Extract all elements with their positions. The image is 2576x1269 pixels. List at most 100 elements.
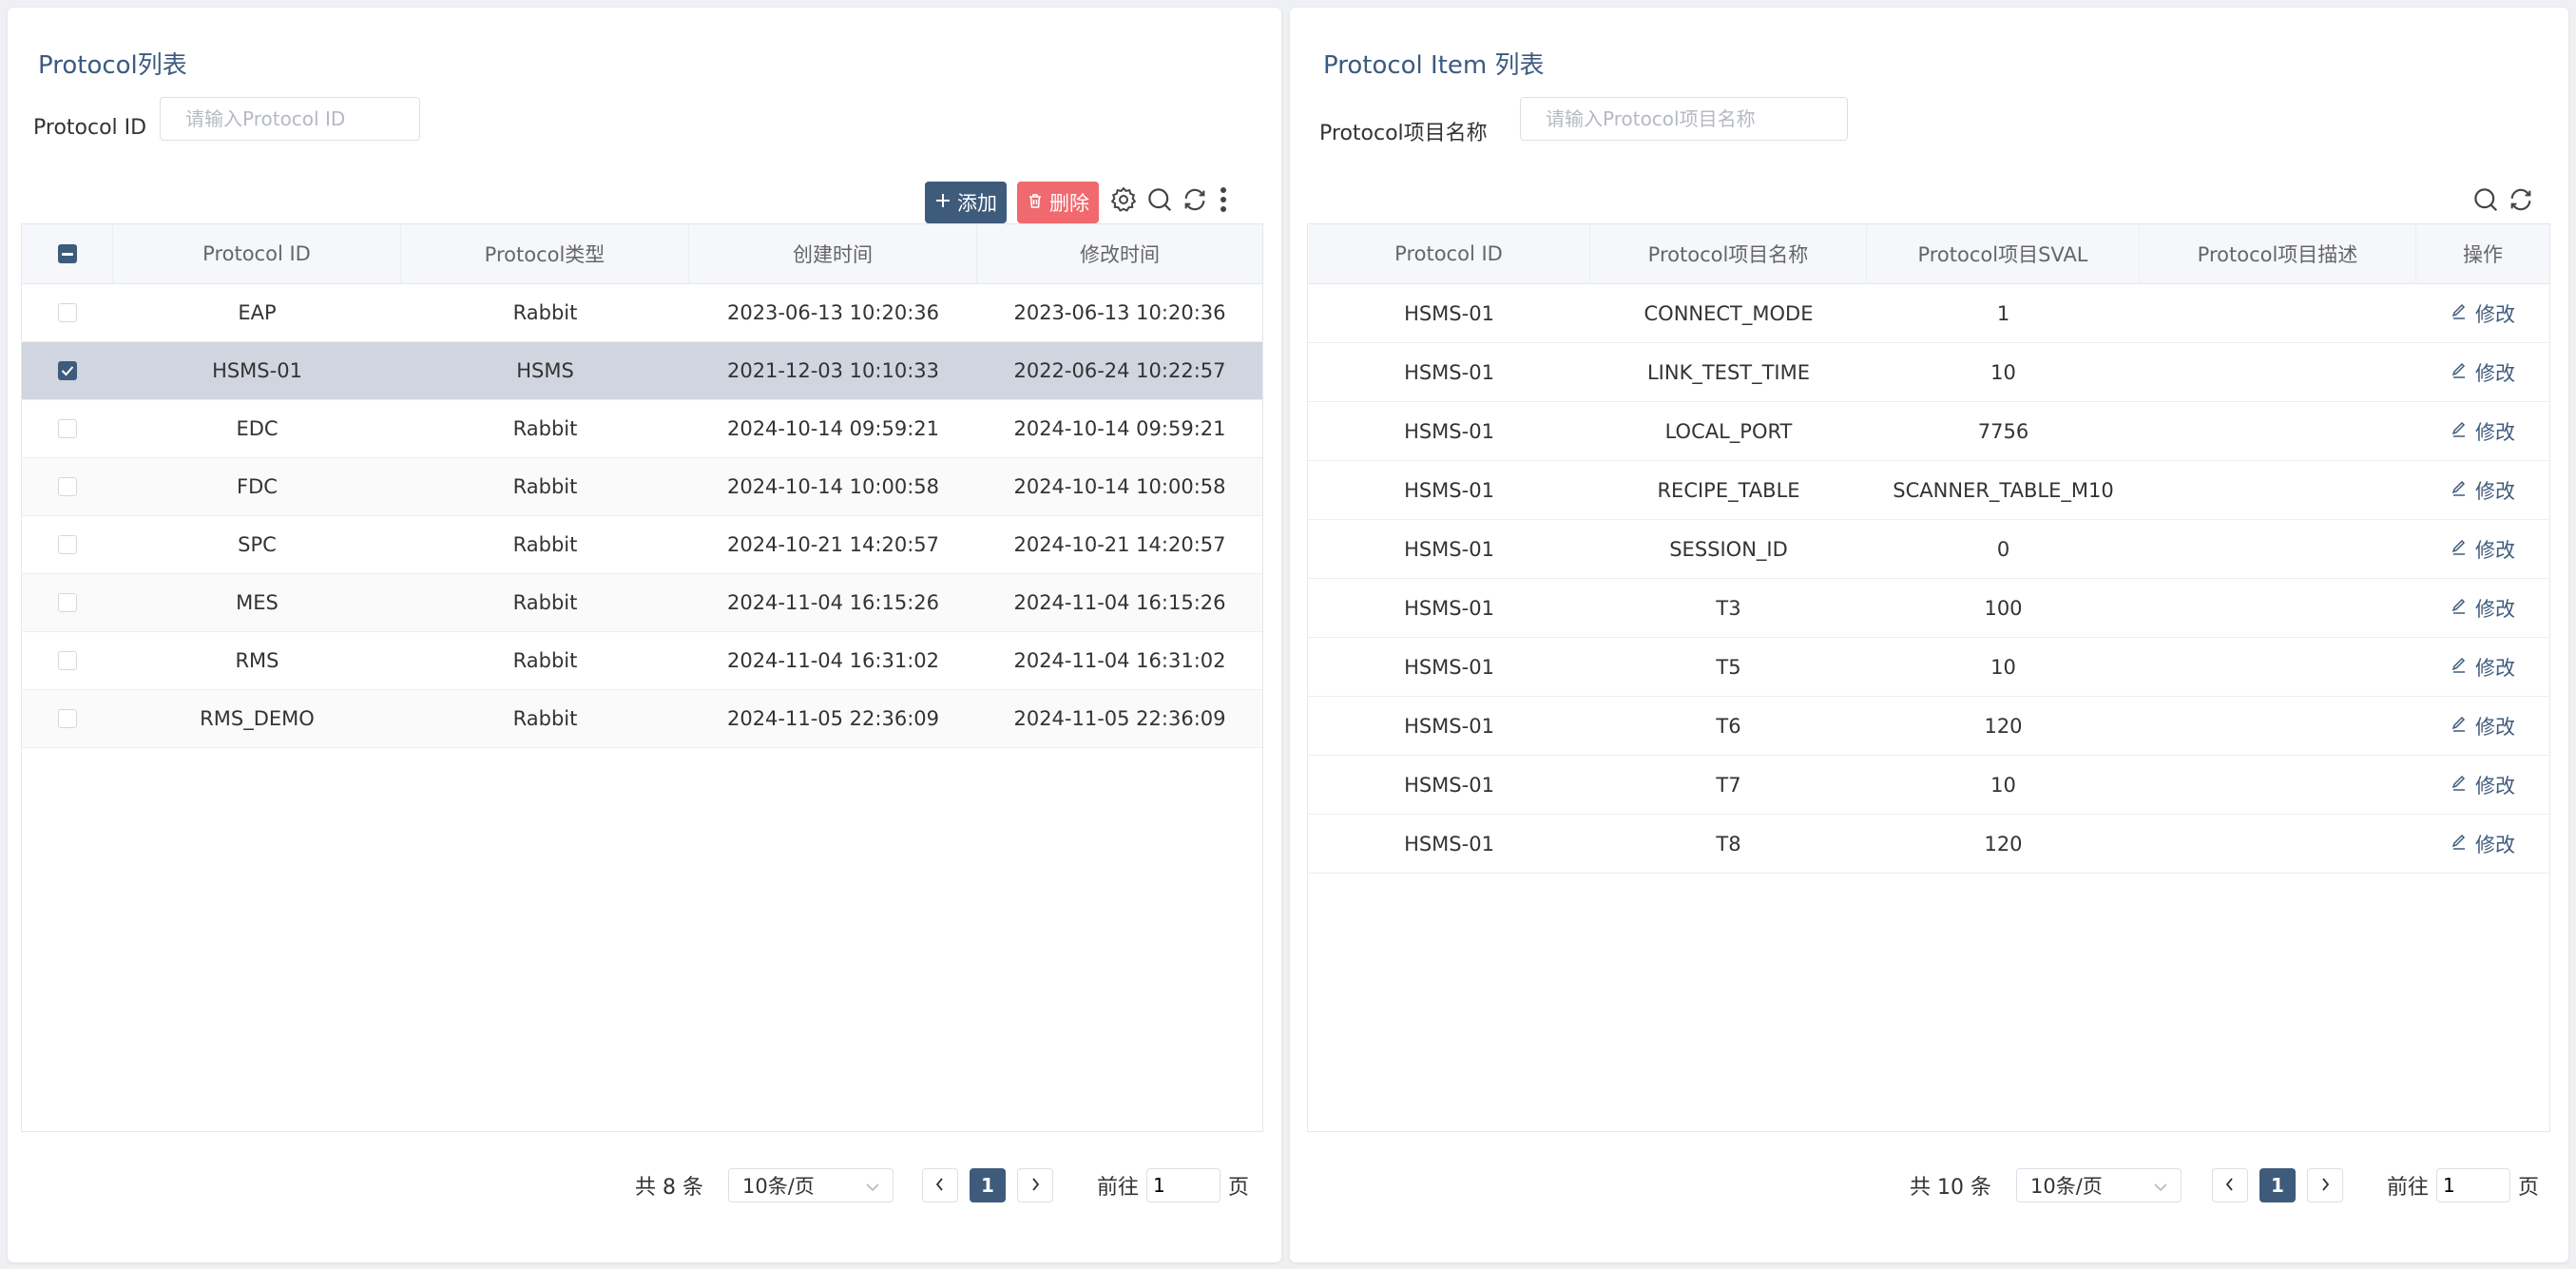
item-name-search-input[interactable]: [1520, 97, 1848, 141]
table-cell-action: 修改: [2416, 284, 2549, 342]
add-button[interactable]: 添加: [925, 182, 1007, 223]
edit-icon: [2451, 656, 2468, 679]
table-cell-id: EAP: [238, 301, 277, 324]
search-icon[interactable]: [1143, 183, 1177, 217]
row-checkbox[interactable]: [58, 535, 77, 554]
edit-link[interactable]: 修改: [2451, 476, 2515, 505]
table-row[interactable]: HSMS-01 HSMS 2021-12-03 10:10:33 2022-06-24…: [22, 342, 1262, 400]
row-checkbox-cell: [22, 400, 113, 457]
table-cell-created: 2024-11-05 22:36:09: [726, 707, 940, 730]
column-header[interactable]: Protocol项目名称: [1590, 224, 1867, 283]
edit-link[interactable]: 修改: [2451, 594, 2515, 623]
table-cell-type: Rabbit: [512, 533, 578, 556]
table-row: HSMS-01 T7 10 修改: [1308, 756, 2549, 815]
page-suffix: 页: [2518, 1176, 2540, 1200]
protocol-item-table-body: HSMS-01 CONNECT_MODE 1 修改 HSMS-01 LINK_TEST_T…: [1308, 284, 2549, 874]
edit-link-label: 修改: [2475, 538, 2515, 562]
refresh-icon[interactable]: [2504, 183, 2538, 217]
table-cell-id: HSMS-01: [1404, 596, 1494, 620]
next-page-button[interactable]: [2306, 1168, 2343, 1202]
row-checkbox[interactable]: [58, 709, 77, 728]
table-row[interactable]: FDC Rabbit 2024-10-14 10:00:58 2024-10-14 1…: [22, 458, 1262, 516]
column-header[interactable]: Protocol项目描述: [2140, 224, 2416, 283]
page-number-current[interactable]: 1: [969, 1168, 1006, 1202]
edit-link[interactable]: 修改: [2451, 358, 2515, 387]
table-cell-action: 修改: [2416, 402, 2549, 460]
table-cell-created: 2024-10-14 10:00:58: [726, 475, 940, 498]
protocol-table: Protocol ID Protocol类型 创建时间 修改时间 EAP Rabb…: [21, 223, 1263, 1132]
row-checkbox-cell: [22, 516, 113, 573]
prev-page-button[interactable]: [2211, 1168, 2248, 1202]
next-page-button[interactable]: [1016, 1168, 1053, 1202]
edit-link[interactable]: 修改: [2451, 417, 2515, 446]
table-row[interactable]: SPC Rabbit 2024-10-21 14:20:57 2024-10-21 1…: [22, 516, 1262, 574]
table-cell-id: HSMS-01: [1404, 419, 1494, 443]
table-cell-id: HSMS-01: [1404, 478, 1494, 502]
row-checkbox[interactable]: [58, 593, 77, 612]
column-header[interactable]: Protocol ID: [1308, 224, 1590, 283]
table-cell-sval: 120: [1984, 832, 2023, 856]
table-cell-created: 2023-06-13 10:20:36: [726, 301, 940, 324]
table-cell-name: RECIPE_TABLE: [1657, 478, 1800, 502]
refresh-icon[interactable]: [1178, 183, 1212, 217]
protocol-id-search-input[interactable]: [160, 97, 420, 141]
table-row: HSMS-01 T8 120 修改: [1308, 815, 2549, 874]
delete-button[interactable]: 删除: [1017, 182, 1099, 223]
table-cell-sval: 7756: [1977, 419, 2029, 443]
table-row[interactable]: EAP Rabbit 2023-06-13 10:20:36 2023-06-13 1…: [22, 284, 1262, 342]
table-cell-sval: 10: [1990, 655, 2016, 679]
total-count: 共 8 条: [635, 1176, 703, 1200]
table-cell-type: Rabbit: [512, 417, 578, 440]
total-count: 共 10 条: [1910, 1176, 1991, 1200]
column-header[interactable]: Protocol ID: [113, 224, 401, 283]
table-row[interactable]: EDC Rabbit 2024-10-14 09:59:21 2024-10-14 0…: [22, 400, 1262, 458]
prev-page-button[interactable]: [921, 1168, 958, 1202]
goto-page-input[interactable]: [1146, 1168, 1221, 1202]
edit-link[interactable]: 修改: [2451, 771, 2515, 799]
row-checkbox[interactable]: [58, 651, 77, 670]
edit-link[interactable]: 修改: [2451, 653, 2515, 682]
column-header[interactable]: 修改时间: [1080, 243, 1160, 266]
table-cell-desc: [2140, 815, 2416, 873]
table-cell-sval: 0: [1996, 537, 2010, 561]
gear-icon[interactable]: [1106, 183, 1141, 217]
row-checkbox[interactable]: [58, 303, 77, 322]
table-cell-modified: 2024-11-04 16:15:26: [1013, 591, 1226, 614]
row-checkbox[interactable]: [58, 477, 77, 496]
more-vertical-icon[interactable]: [1211, 183, 1236, 217]
protocol-item-pagination: 共 10 条 10条/页 1 前往 页: [1910, 1167, 2539, 1203]
page-number-current[interactable]: 1: [2259, 1168, 2296, 1202]
goto-page-input[interactable]: [2436, 1168, 2510, 1202]
table-cell-desc: [2140, 579, 2416, 637]
row-checkbox[interactable]: [58, 419, 77, 438]
edit-icon: [2451, 715, 2468, 738]
page-size-value: 10条/页: [2029, 1175, 2103, 1198]
page-size-select[interactable]: 10条/页: [2015, 1168, 2182, 1202]
column-header[interactable]: Protocol项目SVAL: [1867, 224, 2140, 283]
table-cell-sval: 10: [1990, 773, 2016, 797]
table-row[interactable]: MES Rabbit 2024-11-04 16:15:26 2024-11-04 1…: [22, 574, 1262, 632]
edit-link[interactable]: 修改: [2451, 299, 2515, 328]
table-cell-action: 修改: [2416, 638, 2549, 696]
edit-icon: [2451, 361, 2468, 384]
edit-icon: [2451, 479, 2468, 502]
column-header[interactable]: Protocol类型: [401, 224, 689, 283]
table-cell-id: HSMS-01: [1404, 773, 1494, 797]
edit-link[interactable]: 修改: [2451, 535, 2515, 564]
table-row[interactable]: RMS Rabbit 2024-11-04 16:31:02 2024-11-04 1…: [22, 632, 1262, 690]
table-row[interactable]: RMS_DEMO Rabbit 2024-11-05 22:36:09 2024-11…: [22, 690, 1262, 748]
row-checkbox[interactable]: [58, 361, 77, 380]
page-size-select[interactable]: 10条/页: [727, 1168, 894, 1202]
table-cell-id: MES: [236, 591, 279, 614]
edit-icon: [2451, 302, 2468, 325]
select-all-checkbox[interactable]: [57, 244, 77, 263]
row-checkbox-cell: [22, 284, 113, 341]
edit-link[interactable]: 修改: [2451, 712, 2515, 740]
edit-icon: [2451, 833, 2468, 856]
search-icon[interactable]: [2469, 183, 2503, 217]
table-cell-type: Rabbit: [512, 649, 578, 672]
table-row: HSMS-01 LOCAL_PORT 7756 修改: [1308, 402, 2549, 461]
edit-link[interactable]: 修改: [2451, 830, 2515, 858]
column-header[interactable]: 创建时间: [689, 224, 977, 283]
goto-label: 前往: [1096, 1176, 1139, 1200]
